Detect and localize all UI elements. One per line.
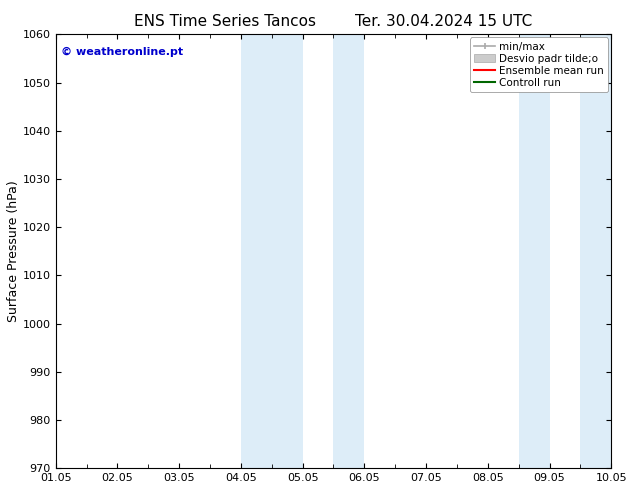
Y-axis label: Surface Pressure (hPa): Surface Pressure (hPa)	[7, 180, 20, 322]
Legend: min/max, Desvio padr tilde;o, Ensemble mean run, Controll run: min/max, Desvio padr tilde;o, Ensemble m…	[470, 37, 608, 92]
Bar	[241, 34, 302, 468]
Bar	[580, 34, 611, 468]
Bar	[333, 34, 365, 468]
Bar	[519, 34, 550, 468]
Text: © weatheronline.pt: © weatheronline.pt	[61, 48, 183, 57]
Title: ENS Time Series Tancos        Ter. 30.04.2024 15 UTC: ENS Time Series Tancos Ter. 30.04.2024 1…	[134, 14, 533, 29]
